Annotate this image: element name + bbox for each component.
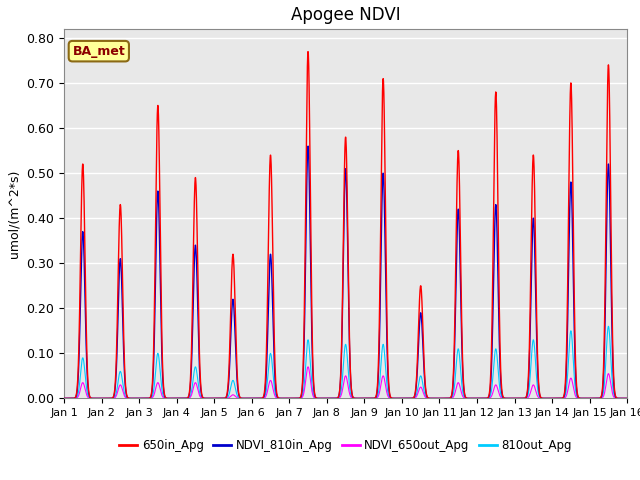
Text: BA_met: BA_met [72, 45, 125, 58]
Title: Apogee NDVI: Apogee NDVI [291, 6, 401, 24]
Y-axis label: umol/(m^2*s): umol/(m^2*s) [8, 169, 20, 258]
Legend: 650in_Apg, NDVI_810in_Apg, NDVI_650out_Apg, 810out_Apg: 650in_Apg, NDVI_810in_Apg, NDVI_650out_A… [115, 435, 577, 457]
